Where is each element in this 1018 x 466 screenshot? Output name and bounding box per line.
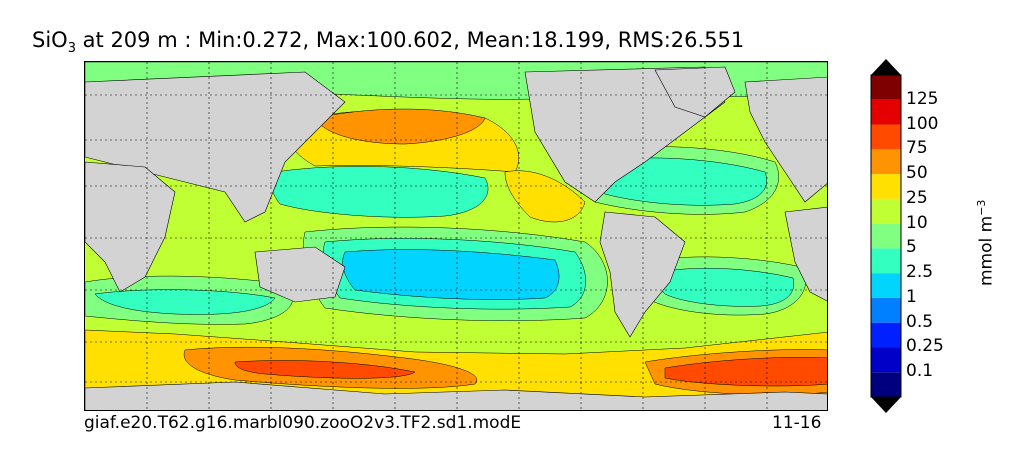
colorbar-segment (871, 99, 901, 125)
band-southern-100-west (234, 360, 416, 379)
colorbar-segment (871, 198, 901, 224)
band-south-pacific-1 (342, 249, 560, 300)
colorbar-tick-label: 75 (906, 138, 928, 159)
land-europe-east (744, 76, 827, 203)
land-africa-east (784, 206, 827, 302)
colorbar-tick-label: 10 (906, 212, 928, 233)
band-north-pacific-50 (314, 108, 486, 145)
colorbar-tick-label: 0.25 (906, 336, 944, 357)
band-indian-2p5 (94, 289, 276, 315)
title-subscript: 3 (67, 41, 76, 57)
land-south-america (599, 211, 686, 338)
colorbar (870, 59, 902, 413)
graticule (85, 62, 827, 410)
colorbar-tick-label: 0.1 (906, 361, 934, 382)
colorbar-segment (871, 124, 901, 150)
colorbar-tick-label: 1 (906, 286, 917, 307)
land-group (85, 66, 827, 410)
land-australia (254, 246, 346, 303)
units-base: mmol m (976, 215, 997, 286)
colorbar-segment (871, 273, 901, 298)
colorbar-units: mmol m−3 (975, 200, 997, 286)
colorbar-tick-label: 2.5 (906, 262, 934, 283)
colorbar-segment (871, 223, 901, 249)
map-svg (85, 62, 827, 410)
year-range: 11-16 (772, 413, 822, 433)
land-greenland (654, 66, 736, 118)
colorbar-segment (871, 347, 901, 373)
colorbar-frame (870, 74, 902, 398)
colorbar-tick-label: 125 (906, 88, 939, 109)
colorbar-segment (871, 174, 901, 199)
colorbar-extend-max (871, 59, 901, 75)
units-exponent: −3 (975, 199, 988, 216)
colorbar-tick-label: 5 (906, 237, 917, 258)
colorbar-segment (871, 297, 901, 323)
colorbar-segment (871, 149, 901, 175)
colorbar-extend-min (871, 397, 901, 413)
land-eurasia (85, 71, 346, 223)
colorbar-tick-label: 25 (906, 187, 928, 208)
colorbar-tick-label: 100 (906, 113, 939, 134)
band-north-pacific-2p5 (271, 166, 489, 218)
land-antarctica (85, 381, 827, 410)
title-stats: at 209 m : Min:0.272, Max:100.602, Mean:… (75, 28, 745, 52)
band-east-pacific-25 (504, 170, 586, 223)
title-variable: SiO (32, 28, 68, 52)
band-southern-100-east (664, 357, 827, 387)
colorbar-segment (871, 322, 901, 348)
case-name: giaf.e20.T62.g16.marbl090.zooO2v3.TF2.sd… (84, 413, 522, 433)
ocean-map (84, 61, 828, 411)
colorbar-segment (871, 372, 901, 397)
colorbar-segment (871, 248, 901, 274)
plot-title: SiO3 at 209 m : Min:0.272, Max:100.602, … (32, 28, 744, 56)
colorbar-tick-label: 0.5 (906, 311, 934, 332)
land-africa (85, 161, 176, 293)
colorbar-segment (871, 75, 901, 100)
colorbar-tick-label: 50 (906, 163, 928, 184)
